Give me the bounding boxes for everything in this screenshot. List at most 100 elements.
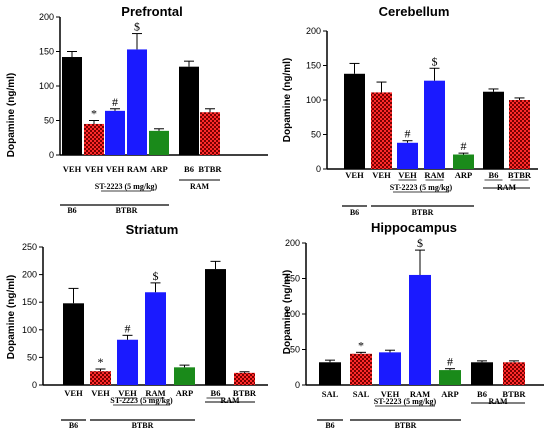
bar [350,353,372,385]
bar [319,362,341,385]
category-label: BTBR [198,164,222,174]
y-tick-label: 200 [22,270,37,280]
y-tick-label: 150 [306,61,321,71]
category-label: BTBR [502,389,526,399]
category-label: ARP [150,164,167,174]
group-label: RAM [497,183,517,192]
y-tick-label: 200 [285,238,300,248]
y-tick-label: 0 [32,380,37,390]
group-label: ST-2223 (5 mg/kg) [95,182,158,191]
category-label: VEH [91,388,110,398]
y-tick-label: 250 [22,242,37,252]
significance-mark: * [98,355,104,369]
bar [471,362,493,385]
category-label: B6 [211,388,221,398]
group-label: B6 [350,208,359,217]
bar [84,123,104,155]
panel-prefrontal: Prefrontal Dopamine (ng/ml) 0 50 100 150 200… [6,4,268,215]
category-label: B6 [184,164,194,174]
significance-mark: $ [134,20,140,34]
panel-title: Hippocampus [371,220,457,235]
bar [509,100,530,169]
y-tick-label: 150 [22,297,37,307]
panel-title: Striatum [126,222,179,237]
y-tick-label: 100 [39,81,54,91]
significance-mark: * [91,107,97,121]
bar [174,367,195,385]
bar [371,92,392,169]
category-label: VEH [63,164,82,174]
category-label: B6 [477,389,487,399]
bar [439,370,461,385]
bar [483,91,504,169]
significance-mark: $ [153,269,159,283]
panel-striatum: Striatum Dopamine (ng/ml) 0 50 100 150 200 25… [6,222,268,430]
significance-mark: # [112,95,118,109]
y-tick-label: 100 [22,325,37,335]
significance-mark: $ [417,236,423,250]
panel-hippocampus: Hippocampus Dopamine (ng/ml) 0 50 100 150 20… [282,220,544,430]
y-tick-label: 150 [39,47,54,57]
category-label: VEH [118,388,137,398]
y-axis-label: Dopamine (ng/ml) [282,58,293,142]
group-label: BTBR [395,421,417,430]
y-axis-label: Dopamine (ng/ml) [6,275,17,359]
bar [397,142,418,169]
significance-mark: $ [432,54,438,68]
panel-title: Cerebellum [379,4,450,19]
bar [90,371,111,385]
bar [127,49,147,155]
category-label: RAM [127,164,147,174]
y-tick-label: 50 [311,130,321,140]
category-label: BTBR [233,388,257,398]
y-tick-label: 50 [27,352,37,362]
panel-cerebellum: Cerebellum Dopamine (ng/ml) 0 50 100 150 200… [282,4,538,217]
significance-mark: * [358,338,364,352]
group-label: RAM [220,396,240,405]
bar [424,80,445,169]
category-label: VEH [64,388,83,398]
bar [453,154,474,169]
significance-mark: # [447,355,453,369]
bar [234,372,255,385]
significance-mark: # [125,321,131,335]
y-tick-label: 200 [306,26,321,36]
category-label: ARP [176,388,193,398]
category-label: RAM [424,170,444,180]
bar [62,57,82,155]
bar [503,362,525,385]
significance-mark: # [405,127,411,141]
bar [179,66,199,155]
category-label: VEH [381,389,400,399]
y-tick-label: 100 [306,95,321,105]
bar [63,303,84,385]
bar [344,73,365,169]
category-label: ARP [441,389,458,399]
significance-mark: # [461,139,467,153]
category-label: SAL [322,389,339,399]
bar [149,130,169,155]
y-tick-label: 0 [295,380,300,390]
group-label: B6 [67,206,76,215]
category-label: VEH [106,164,125,174]
bar [105,110,125,155]
group-label: B6 [69,421,78,430]
y-tick-label: 100 [285,309,300,319]
category-label: VEH [398,170,417,180]
category-label: ARP [455,170,472,180]
group-label: RAM [190,182,210,191]
category-label: VEH [85,164,104,174]
y-tick-label: 50 [44,116,54,126]
y-tick-label: 50 [290,345,300,355]
y-tick-label: 0 [316,164,321,174]
group-label: ST-2223 (5 mg/kg) [110,396,173,405]
y-axis-label: Dopamine (ng/ml) [6,73,17,157]
category-label: VEH [345,170,364,180]
bar [145,292,166,385]
bar [379,352,401,385]
category-label: SAL [353,389,370,399]
group-label: BTBR [132,421,154,430]
panel-title: Prefrontal [121,4,182,19]
group-label: BTBR [116,206,138,215]
